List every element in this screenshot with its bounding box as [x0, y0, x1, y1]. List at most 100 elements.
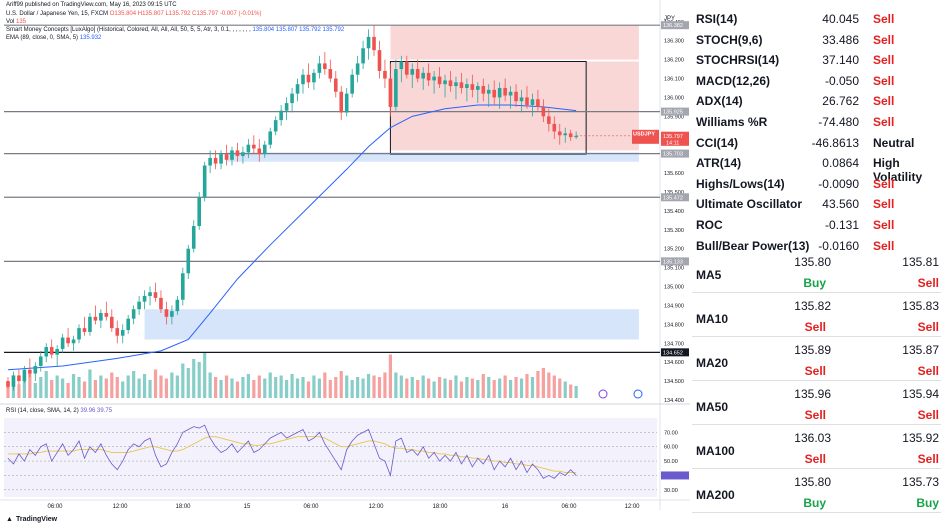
candle-body — [454, 82, 458, 87]
volume-bar — [454, 375, 458, 398]
ma-simple-value: 136.03 — [794, 431, 831, 445]
price-tick-label: 135.000 — [664, 285, 684, 291]
candle-body — [306, 74, 311, 83]
ma-row: MA100 136.03 Sell 135.92 Sell — [692, 429, 941, 469]
candle-body — [213, 157, 218, 164]
volume-bar — [71, 374, 76, 398]
candle-body — [268, 131, 273, 145]
candle-body — [377, 50, 382, 71]
indicator-row: Ultimate Oscillator 43.560 Sell — [692, 195, 941, 215]
ma-name: MA5 — [696, 268, 722, 282]
volume-bar — [476, 380, 480, 398]
volume-bar — [263, 378, 267, 398]
price-tick-label: 135.100 — [664, 266, 684, 272]
price-tick-label: 136.300 — [664, 39, 684, 45]
ema-label: EMA (89, close, 0, SMA, 5) — [6, 35, 79, 41]
volume-bar — [388, 354, 393, 398]
candle-body — [115, 328, 120, 336]
candle-body — [60, 337, 65, 349]
level-tag — [661, 149, 689, 158]
price-tick-label: 136.000 — [664, 95, 684, 101]
volume-bar — [164, 378, 169, 398]
volume-bar — [339, 371, 343, 398]
ma-row: MA5 135.80 Buy 135.81 Sell — [692, 253, 941, 293]
candle-body — [372, 36, 376, 51]
candle-body — [11, 375, 16, 387]
price-tick-label: 135.500 — [664, 190, 684, 196]
level-tag-text: 135.133 — [663, 259, 683, 265]
rsi-line — [7, 424, 577, 479]
candle-body — [525, 97, 529, 105]
ma-exp-value: 135.87 — [902, 343, 939, 357]
chart-area[interactable]: 136.400136.300136.200136.100136.000135.9… — [0, 0, 690, 530]
candle-body — [17, 375, 21, 382]
ma-simple-value: 135.89 — [794, 343, 831, 357]
volume-bar — [213, 377, 218, 398]
ohlc-values: O135.804 H135.807 L135.792 C135.797 -0.0… — [109, 11, 262, 17]
ma-exp-signal: Sell — [917, 408, 939, 422]
ema-legend: EMA (89, close, 0, SMA, 5) 135.932 — [6, 35, 101, 41]
candle-body — [257, 148, 262, 155]
volume-bar — [421, 375, 425, 398]
volume-bar — [224, 375, 229, 398]
indicator-row: STOCHRSI(14) 37.140 Sell — [692, 51, 941, 71]
volume-bar — [459, 381, 464, 398]
volume-bar — [530, 377, 535, 398]
candle-body — [71, 339, 76, 344]
level-tag-text: 135.925 — [663, 110, 683, 116]
candle-body — [350, 74, 354, 94]
tradingview-logo[interactable]: ▲ TradingView — [6, 516, 57, 523]
smc-legend: Smart Money Concepts [LuxAlgo] (Historic… — [6, 27, 344, 33]
volume-bar — [219, 380, 223, 398]
candle-body — [404, 61, 409, 75]
volume-bar — [427, 378, 431, 398]
volume-bar — [470, 378, 474, 398]
candle-body — [410, 69, 415, 75]
countdown-text: 14:11 — [666, 140, 679, 146]
candle-body — [208, 157, 212, 166]
ma-simple-signal: Sell — [804, 408, 826, 422]
demand-zone — [144, 309, 639, 340]
candle-body — [246, 144, 251, 153]
volume-bar — [541, 368, 545, 398]
candle-body — [82, 328, 87, 332]
lightning-event-icon — [598, 389, 608, 399]
time-tick-label: 12:00 — [112, 504, 128, 510]
volume-bar — [192, 359, 196, 398]
price-tick-label: 135.900 — [664, 114, 684, 120]
candle-body — [284, 103, 289, 111]
indicator-value: 40.045 — [822, 12, 859, 26]
volume-bar — [487, 377, 491, 398]
volume-bar — [448, 380, 453, 398]
candle-body — [262, 144, 267, 155]
tradingview-logo-text: TradingView — [16, 516, 58, 523]
indicator-value: 0.0864 — [822, 156, 859, 171]
candle-body — [230, 150, 234, 160]
volume-bar — [61, 378, 65, 398]
price-tick-label: 135.400 — [664, 209, 684, 215]
candle-body — [295, 84, 300, 94]
indicator-value: -46.8613 — [811, 135, 859, 150]
level-tag-text: 136.382 — [663, 23, 683, 29]
candle-body — [164, 309, 169, 317]
volume-bar — [405, 378, 409, 398]
volume-bar — [33, 383, 37, 398]
volume-bar — [525, 374, 529, 398]
candle-body — [443, 80, 447, 85]
volume-bar — [121, 381, 125, 398]
vol-label: Vol — [6, 19, 15, 25]
candle-body — [399, 61, 404, 70]
candle-body — [574, 135, 578, 138]
level-tag — [661, 21, 689, 30]
volume-bar — [257, 375, 261, 398]
candle-body — [6, 381, 10, 387]
candle-body — [131, 309, 136, 319]
volume-bar — [443, 378, 447, 398]
volume-bar — [345, 375, 349, 398]
ma-name: MA10 — [696, 312, 729, 326]
price-chart[interactable]: 136.400136.300136.200136.100136.000135.9… — [0, 0, 690, 530]
time-tick-label: 16 — [502, 504, 509, 510]
level-tag — [661, 193, 689, 202]
indicator-name: Ultimate Oscillator — [696, 197, 803, 212]
candle-body — [383, 70, 387, 79]
